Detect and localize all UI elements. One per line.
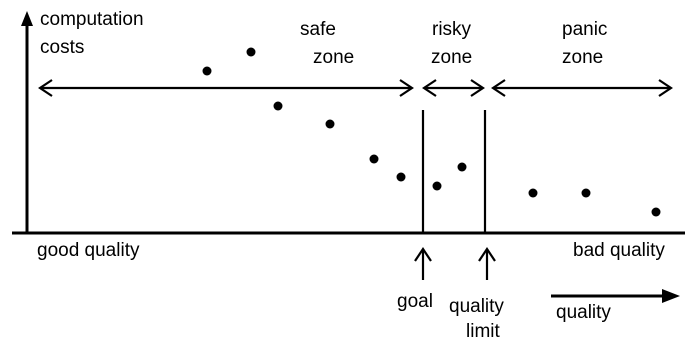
safe-zone-range-arrow — [38, 79, 414, 97]
y-axis-label-line2: costs — [40, 37, 84, 58]
zone-safe-label-line1: safe — [300, 19, 336, 40]
zone-risky-label-line1: risky — [432, 19, 472, 40]
data-point — [369, 154, 379, 164]
quality-direction-arrow — [551, 289, 680, 303]
goal-label: goal — [397, 291, 433, 312]
data-point — [202, 66, 212, 76]
zone-safe-label-line2: zone — [313, 47, 354, 68]
y-axis-label-line1: computation — [40, 9, 144, 30]
arrowhead-left-icon — [491, 79, 506, 97]
data-point — [396, 172, 406, 182]
zone-risky-label-line2: zone — [431, 47, 472, 68]
data-point — [651, 207, 661, 217]
arrowhead-left-icon — [38, 79, 53, 97]
quality-direction-label: quality — [556, 302, 611, 323]
quality-limit-marker-arrow — [478, 247, 496, 280]
quality-limit-label-line2: limit — [466, 321, 500, 342]
goal-marker-arrow — [414, 247, 432, 280]
x-axis-left-label: good quality — [37, 240, 140, 261]
panic-zone-range-arrow — [491, 79, 673, 97]
arrowhead-right-icon — [470, 79, 485, 97]
data-point — [581, 188, 591, 198]
zone-panic-label-line2: zone — [562, 47, 603, 68]
arrowhead-right-icon — [399, 79, 414, 97]
arrowhead-right-icon — [658, 79, 673, 97]
data-point — [325, 119, 335, 129]
y-axis-arrowhead-icon — [21, 11, 33, 26]
data-point — [246, 47, 256, 57]
data-point — [432, 181, 442, 191]
data-point — [457, 162, 467, 172]
arrowhead-right-icon — [662, 289, 680, 303]
data-point — [273, 101, 283, 111]
arrowhead-left-icon — [422, 79, 437, 97]
data-point — [528, 188, 538, 198]
data-points — [202, 47, 661, 217]
quality-limit-label-line1: quality — [449, 296, 504, 317]
x-axis-right-label: bad quality — [573, 240, 665, 261]
arrowhead-up-icon — [478, 247, 496, 262]
zone-panic-label-line1: panic — [562, 19, 607, 40]
risky-zone-range-arrow — [422, 79, 485, 97]
arrowhead-up-icon — [414, 247, 432, 262]
